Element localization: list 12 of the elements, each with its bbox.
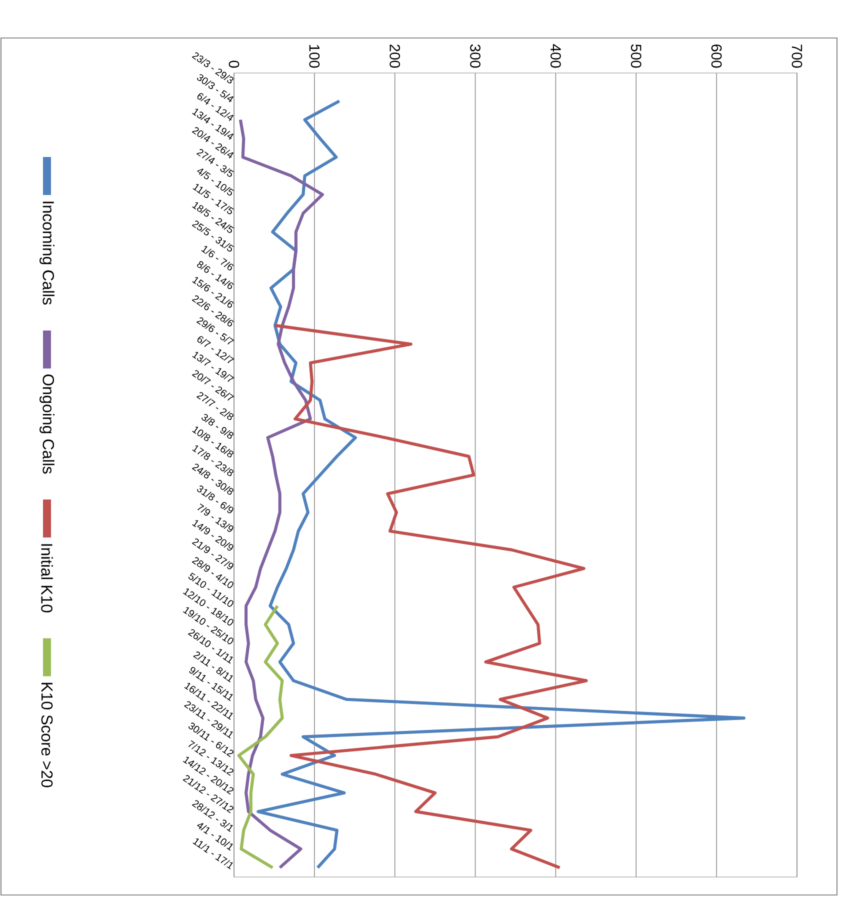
x-tick-label: 400 (550, 44, 561, 68)
x-tick-label: 100 (309, 44, 320, 68)
legend-label: Incoming Calls (40, 202, 54, 305)
x-tick-label: 200 (390, 44, 400, 68)
x-tick-label: 300 (470, 44, 480, 68)
legend-label: Ongoing Calls (40, 374, 54, 474)
x-tick-label: 600 (711, 44, 722, 68)
x-tick-label: 0 (228, 60, 240, 68)
x-tick-label: 700 (792, 44, 802, 68)
legend-label: K10 Score >20 (41, 682, 53, 788)
legend-label: Initial K10 (41, 544, 53, 612)
x-tick-label: 500 (630, 44, 642, 68)
